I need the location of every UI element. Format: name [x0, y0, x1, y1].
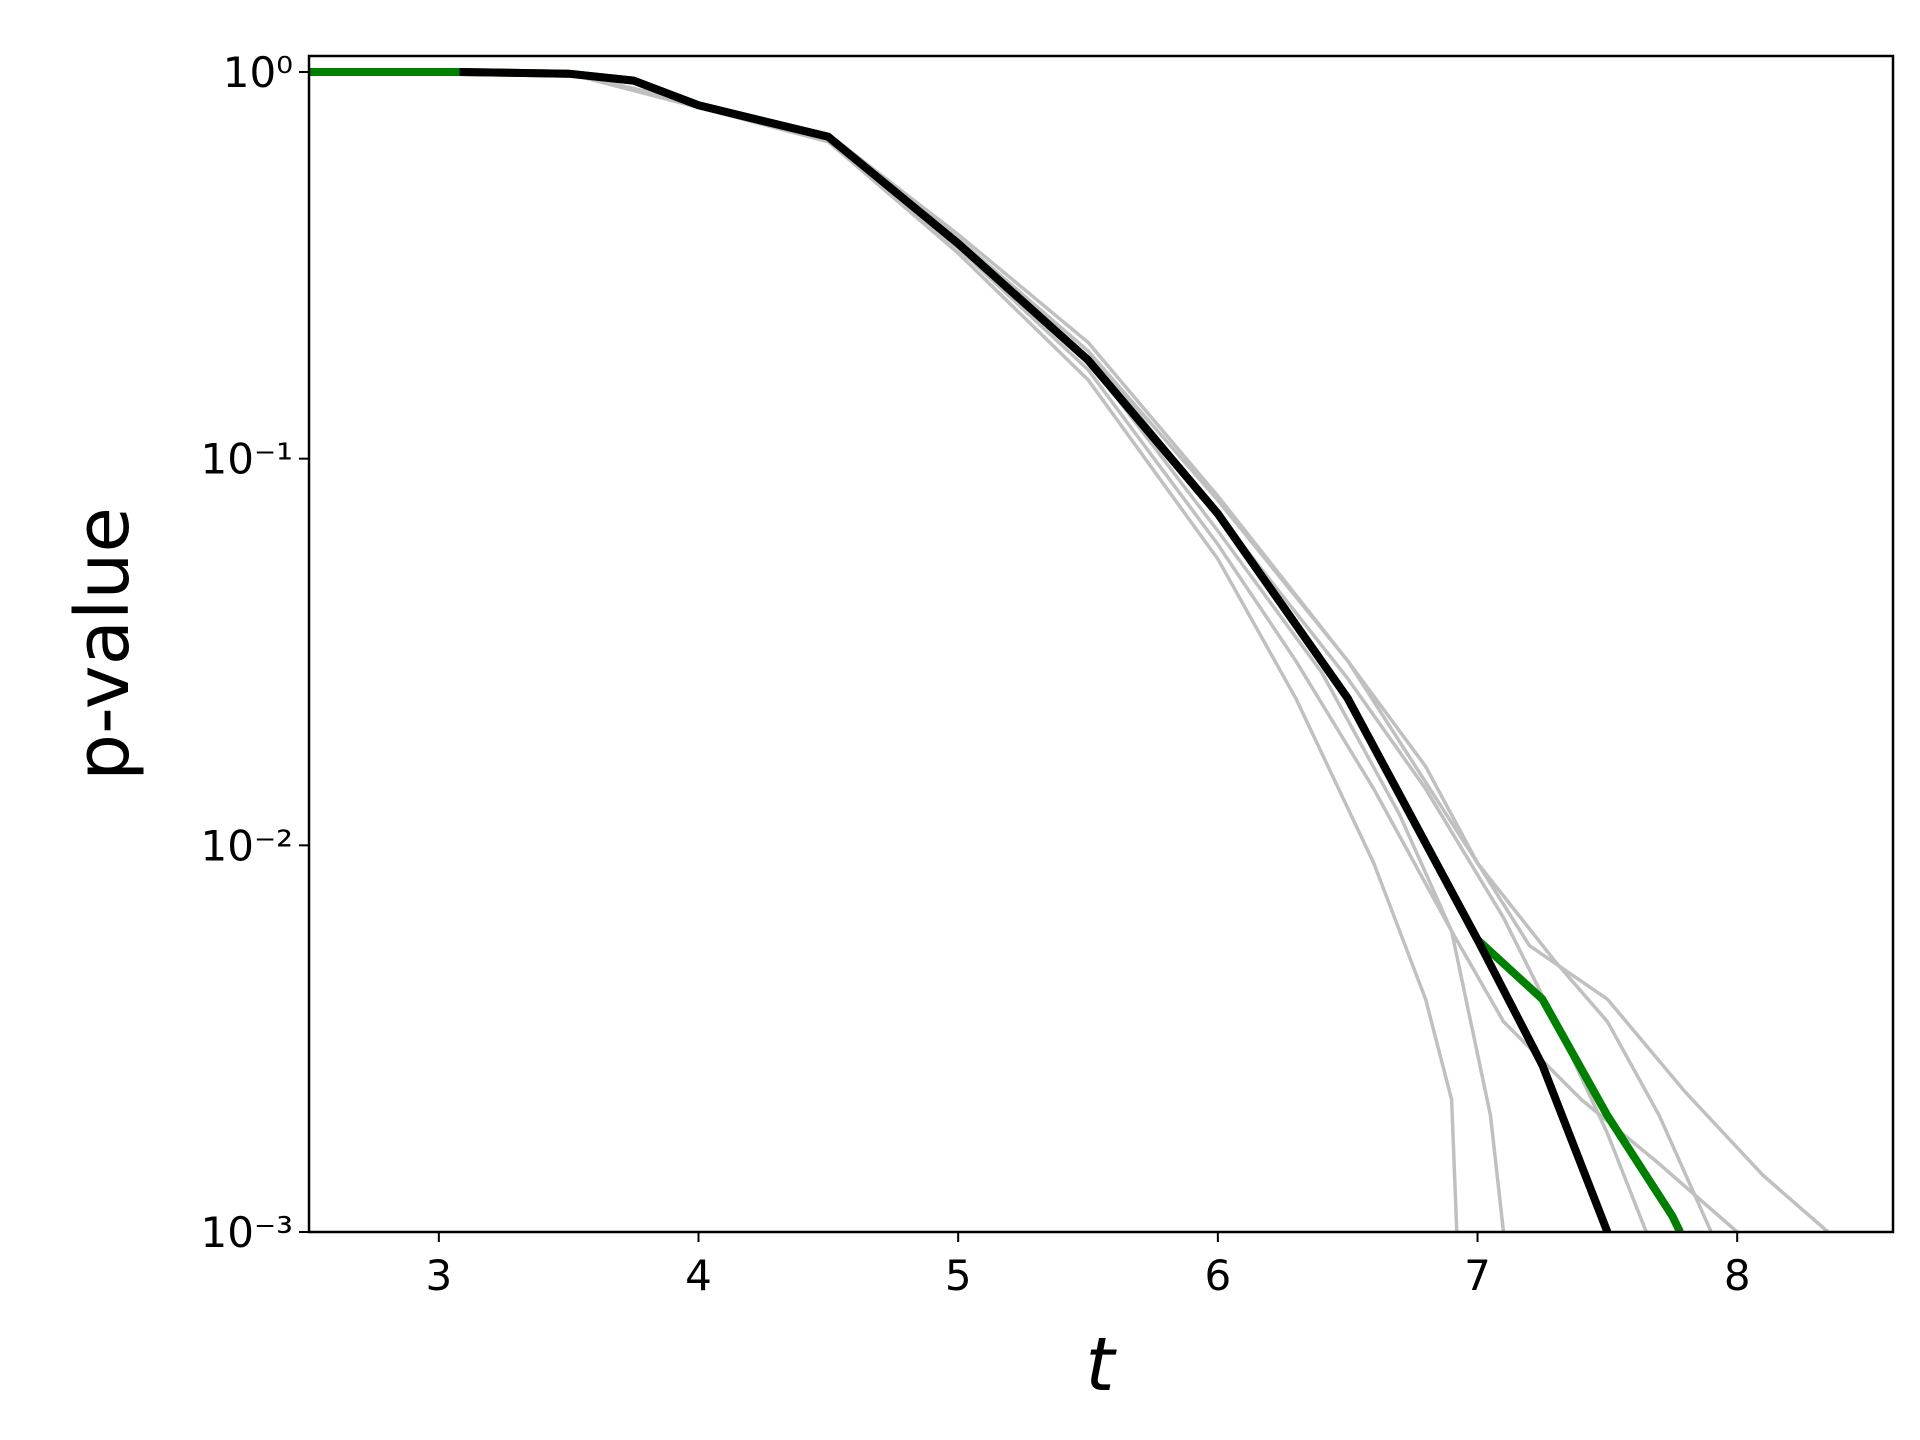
- y-tick-label: 10⁻¹: [201, 435, 293, 484]
- series-line: [309, 68, 1684, 1232]
- x-tick-label: 4: [685, 1251, 712, 1300]
- y-tick-label: 10⁻²: [201, 821, 293, 870]
- y-tick-label: 10⁻³: [201, 1208, 293, 1257]
- x-tick-label: 6: [1204, 1251, 1231, 1300]
- x-axis-label: t: [1085, 1322, 1117, 1408]
- series-line: [459, 68, 1612, 1232]
- series-line: [568, 71, 1830, 1232]
- plot-frame: [307, 54, 1895, 1234]
- series-line: [568, 71, 1506, 1232]
- x-tick-label: 5: [945, 1251, 972, 1300]
- series-line: [568, 71, 1648, 1232]
- x-tick-label: 8: [1724, 1251, 1751, 1300]
- x-tick-label: 7: [1464, 1251, 1491, 1300]
- plot-lines: [309, 68, 1830, 1232]
- series-line: [568, 71, 1739, 1232]
- series-line: [568, 72, 1459, 1232]
- y-axis-label: p-value: [60, 507, 146, 781]
- x-tick-label: 3: [425, 1251, 452, 1300]
- y-tick-label: 10⁰: [223, 48, 293, 97]
